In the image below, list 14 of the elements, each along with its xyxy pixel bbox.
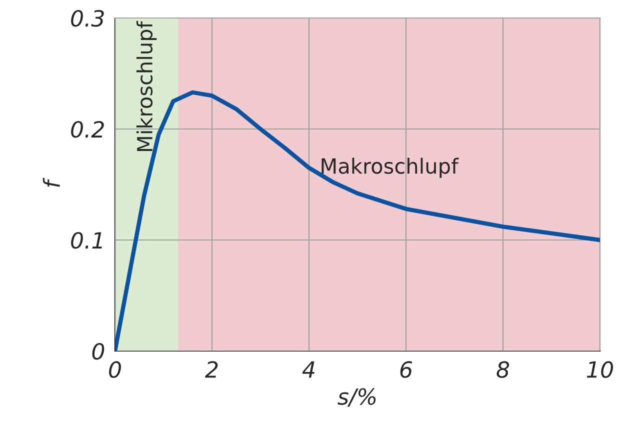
y-tick-label: 0.3 bbox=[71, 10, 104, 27]
x-tick-label: 8 bbox=[496, 361, 510, 378]
y-tick-label: 0.1 bbox=[71, 232, 102, 249]
x-tick-label: 2 bbox=[205, 361, 218, 378]
x-tick-label: 10 bbox=[586, 361, 614, 378]
y-tick-label: 0 bbox=[92, 342, 104, 360]
x-tick-label: 4 bbox=[302, 361, 314, 378]
x-tick-label: 0 bbox=[109, 361, 121, 378]
x-axis-title: s/% bbox=[338, 388, 376, 407]
band-label: Makroschlupf bbox=[322, 158, 459, 178]
y-axis-title: f bbox=[42, 178, 60, 187]
x-tick-label: 6 bbox=[400, 361, 412, 378]
band-label: Mikroschlupf bbox=[136, 20, 157, 152]
y-tick-label: 0.2 bbox=[71, 120, 104, 138]
